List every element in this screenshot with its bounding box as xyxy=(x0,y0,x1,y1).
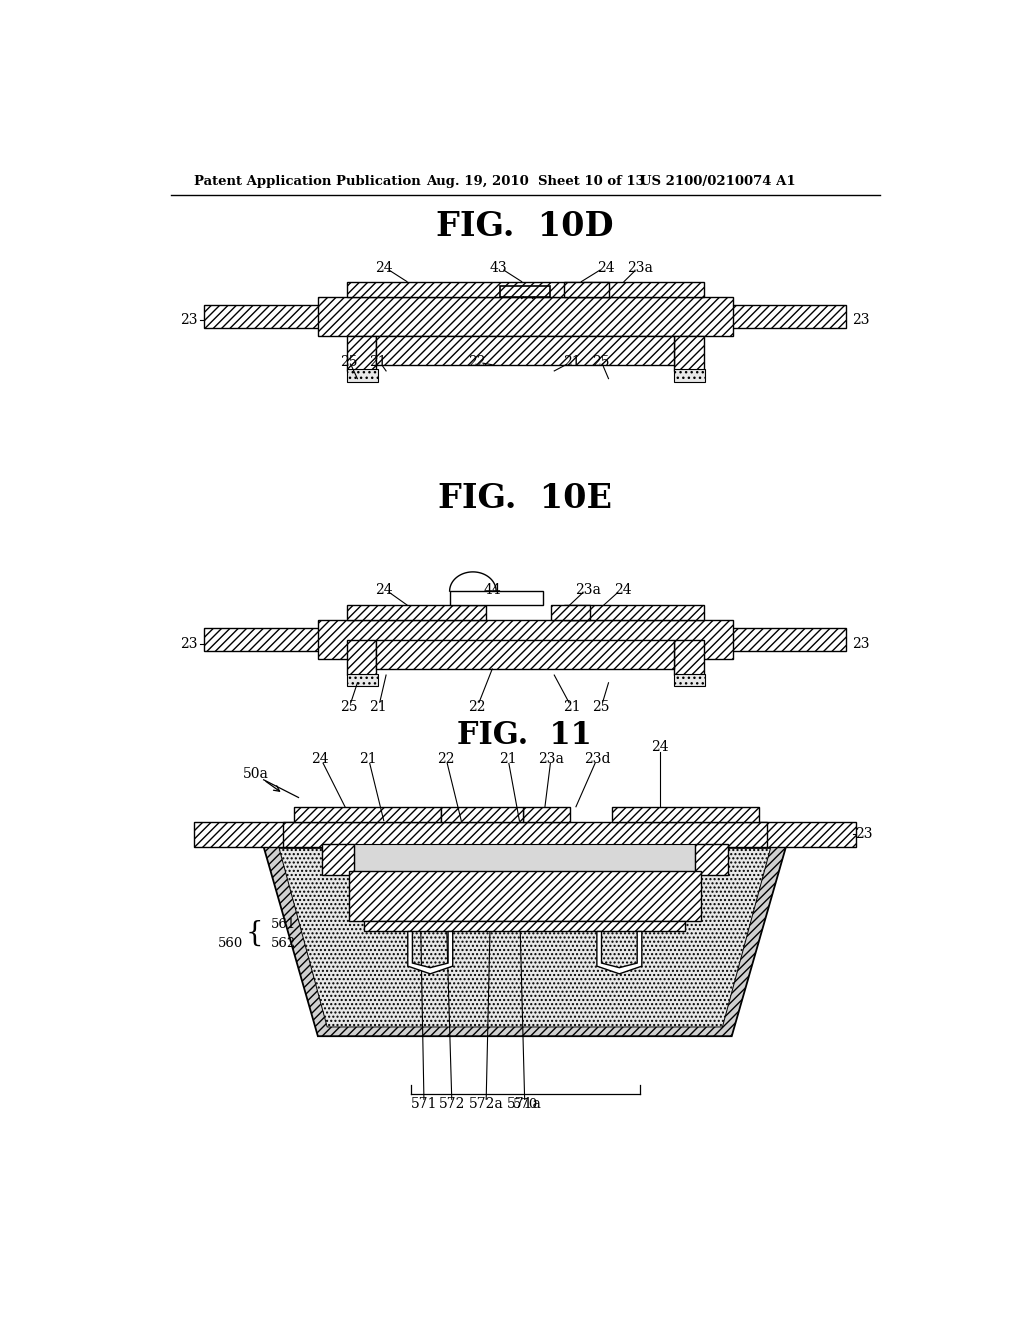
Bar xyxy=(204,305,386,327)
Text: 24: 24 xyxy=(375,582,392,597)
Text: 21: 21 xyxy=(370,700,387,714)
Text: 571a: 571a xyxy=(507,1097,543,1111)
Bar xyxy=(675,370,706,381)
Text: 25: 25 xyxy=(592,700,609,714)
Text: 24: 24 xyxy=(597,261,614,275)
Text: 25: 25 xyxy=(592,355,609,370)
Bar xyxy=(675,335,703,371)
Bar xyxy=(349,871,700,921)
Text: 23: 23 xyxy=(852,636,870,651)
Text: 22: 22 xyxy=(468,700,485,714)
Text: {: { xyxy=(246,920,263,946)
Text: 50a: 50a xyxy=(243,767,268,781)
Bar xyxy=(346,640,376,675)
Text: Aug. 19, 2010  Sheet 10 of 13: Aug. 19, 2010 Sheet 10 of 13 xyxy=(426,176,645,187)
Bar xyxy=(346,281,703,297)
Text: 21: 21 xyxy=(499,752,516,766)
Bar xyxy=(695,843,728,875)
Bar xyxy=(194,822,314,847)
Bar xyxy=(500,286,550,297)
Text: FIG.  10E: FIG. 10E xyxy=(438,482,611,515)
Bar xyxy=(611,807,759,822)
Bar xyxy=(365,921,685,932)
Text: 23: 23 xyxy=(855,828,873,841)
Text: FIG.  11: FIG. 11 xyxy=(458,721,592,751)
Text: 44: 44 xyxy=(483,582,501,597)
Bar xyxy=(664,628,846,651)
Bar xyxy=(664,305,846,327)
Bar xyxy=(354,843,695,875)
Text: 572: 572 xyxy=(438,1097,465,1111)
Text: 25: 25 xyxy=(340,355,357,370)
Text: 23: 23 xyxy=(179,636,198,651)
Text: 24: 24 xyxy=(311,752,329,766)
Bar xyxy=(346,335,376,371)
Bar xyxy=(735,822,856,847)
Text: 23: 23 xyxy=(852,313,870,327)
Text: 571: 571 xyxy=(411,1097,437,1111)
Bar xyxy=(523,807,569,822)
Text: 23d: 23d xyxy=(585,752,611,766)
Bar xyxy=(283,822,767,847)
Bar xyxy=(317,620,732,659)
Text: 22: 22 xyxy=(468,355,485,370)
Bar xyxy=(376,335,675,364)
Bar xyxy=(551,605,590,620)
Text: 23: 23 xyxy=(179,313,198,327)
Polygon shape xyxy=(597,932,642,974)
Bar xyxy=(450,591,543,605)
Text: 23a: 23a xyxy=(539,752,564,766)
Bar xyxy=(346,370,378,381)
Bar xyxy=(317,297,732,335)
Text: 561: 561 xyxy=(271,917,297,931)
Bar xyxy=(563,605,703,620)
Text: 23a: 23a xyxy=(574,582,600,597)
Polygon shape xyxy=(408,932,453,974)
Text: 21: 21 xyxy=(563,355,581,370)
Bar xyxy=(563,281,608,297)
Bar xyxy=(294,807,441,822)
Text: 24: 24 xyxy=(613,582,631,597)
Text: 23a: 23a xyxy=(627,261,652,275)
Text: FIG.  10D: FIG. 10D xyxy=(436,210,613,243)
Bar xyxy=(675,673,706,686)
Text: 570: 570 xyxy=(513,1098,538,1111)
Text: 562: 562 xyxy=(271,937,297,950)
Text: US 2100/0210074 A1: US 2100/0210074 A1 xyxy=(640,176,795,187)
Text: 22: 22 xyxy=(437,752,455,766)
Text: 560: 560 xyxy=(217,937,243,950)
Text: 24: 24 xyxy=(375,261,392,275)
Text: Patent Application Publication: Patent Application Publication xyxy=(194,176,421,187)
Bar xyxy=(346,673,378,686)
Bar xyxy=(441,807,523,822)
Text: 21: 21 xyxy=(563,700,581,714)
Bar xyxy=(322,843,354,875)
Text: 43: 43 xyxy=(489,261,507,275)
Text: 25: 25 xyxy=(340,700,357,714)
Bar xyxy=(675,640,703,675)
Text: 21: 21 xyxy=(370,355,387,370)
Text: 572a: 572a xyxy=(469,1097,504,1111)
Text: 24: 24 xyxy=(651,741,669,755)
Text: 21: 21 xyxy=(359,752,377,766)
Bar xyxy=(376,640,675,669)
Bar xyxy=(346,605,486,620)
Polygon shape xyxy=(280,849,770,1027)
Bar xyxy=(204,628,386,651)
Polygon shape xyxy=(263,847,786,1036)
